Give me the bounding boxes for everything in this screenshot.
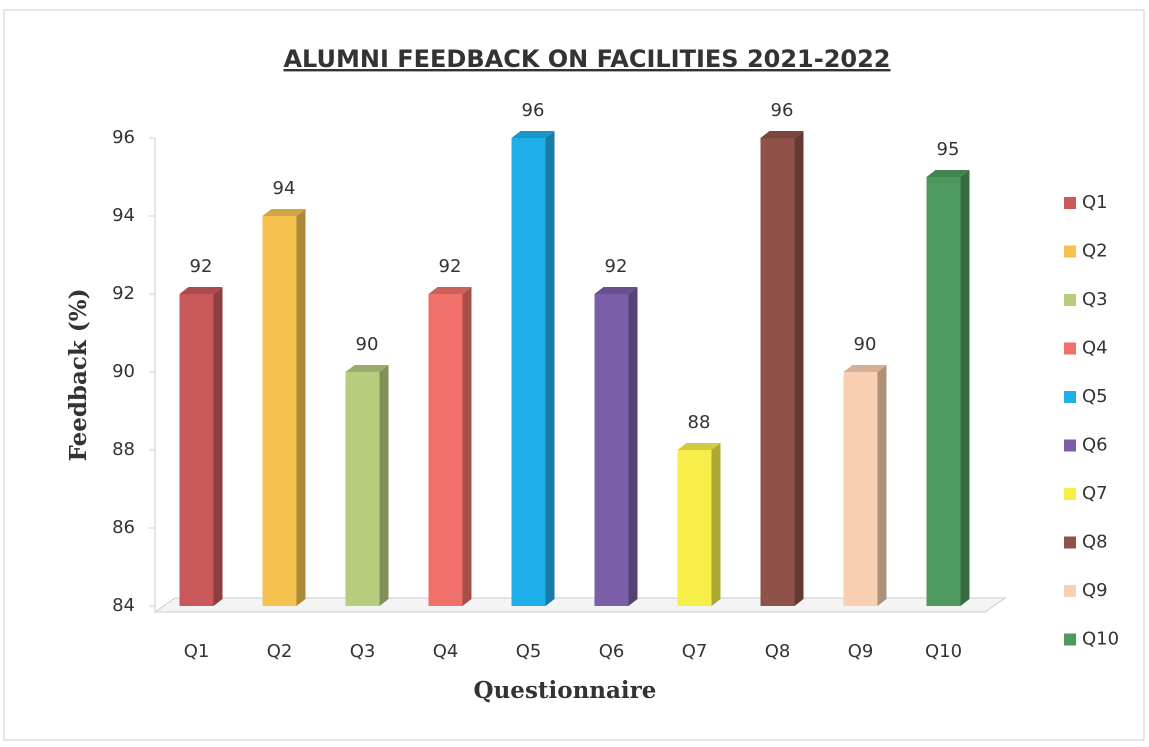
bar-side	[296, 209, 306, 606]
bar	[926, 177, 961, 606]
legend-swatch	[1064, 197, 1076, 209]
bar	[594, 294, 629, 606]
x-tick-label: Q3	[350, 641, 376, 662]
x-axis-title: Questionnaire	[474, 677, 657, 704]
bar-side	[711, 443, 721, 606]
legend-label: Q3	[1082, 289, 1108, 310]
x-tick-label: Q2	[267, 641, 293, 662]
bar-side	[794, 131, 804, 606]
bar	[677, 450, 712, 606]
bar-top	[345, 365, 389, 372]
bar-side	[213, 287, 223, 606]
bar-top	[843, 365, 887, 372]
legend-swatch	[1064, 391, 1076, 403]
y-axis-title: Feedback (%)	[65, 289, 92, 462]
bar	[345, 372, 380, 606]
bar-side	[960, 170, 970, 606]
bar-top	[594, 287, 638, 294]
bar-top	[262, 209, 306, 216]
x-tick-label: Q10	[925, 641, 962, 662]
legend-swatch	[1064, 245, 1076, 258]
legend-label: Q2	[1082, 241, 1108, 262]
bar	[511, 138, 546, 606]
bar-top	[926, 170, 970, 177]
legend-label: Q9	[1082, 580, 1108, 601]
bar-side	[462, 287, 472, 606]
x-tick-label: Q9	[848, 641, 874, 662]
value-label: 92	[605, 256, 628, 277]
legend-swatch	[1064, 294, 1076, 306]
legend-swatch	[1064, 585, 1076, 597]
legend-label: Q6	[1082, 435, 1108, 456]
bar	[179, 294, 214, 606]
bar-side	[628, 287, 638, 606]
x-tick-label: Q7	[682, 641, 708, 662]
y-tick-label: 90	[112, 361, 135, 382]
bar-top	[760, 131, 804, 138]
legend-swatch	[1064, 488, 1076, 500]
value-label: 90	[356, 334, 379, 355]
x-tick-label: Q4	[433, 641, 459, 662]
legend-swatch	[1064, 633, 1076, 646]
bar-top	[428, 287, 472, 294]
y-tick-label: 94	[112, 205, 135, 226]
value-label: 95	[937, 139, 960, 160]
value-label: 88	[688, 412, 711, 433]
bar-side	[877, 365, 887, 606]
bar	[262, 216, 297, 606]
x-tick-label: Q5	[516, 641, 542, 662]
value-label: 96	[771, 100, 794, 121]
legend-label: Q4	[1082, 338, 1108, 359]
value-label: 94	[273, 178, 296, 199]
bar	[760, 138, 795, 606]
value-label: 90	[854, 334, 877, 355]
y-tick-label: 88	[112, 439, 135, 460]
legend-label: Q5	[1082, 386, 1108, 407]
y-tick-label: 96	[112, 127, 135, 148]
bar-top	[511, 131, 555, 138]
x-tick-label: Q6	[599, 641, 625, 662]
value-label: 92	[190, 256, 213, 277]
legend-label: Q8	[1082, 532, 1108, 553]
bar-top	[179, 287, 223, 294]
y-tick-label: 84	[112, 595, 135, 616]
bar-side	[379, 365, 389, 606]
legend-label: Q7	[1082, 483, 1108, 504]
bar	[428, 294, 463, 606]
legend-swatch	[1064, 342, 1076, 355]
bar-side	[545, 131, 555, 606]
legend-swatch	[1064, 439, 1076, 452]
y-tick-label: 92	[112, 283, 135, 304]
chart-title: ALUMNI FEEDBACK ON FACILITIES 2021-2022	[283, 45, 890, 73]
value-label: 96	[522, 100, 545, 121]
value-label: 92	[439, 256, 462, 277]
legend-label: Q1	[1082, 192, 1108, 213]
frame	[3, 9, 1145, 741]
x-tick-label: Q1	[184, 641, 210, 662]
legend-swatch	[1064, 536, 1076, 549]
y-tick-label: 86	[112, 517, 135, 538]
bar-top	[677, 443, 721, 450]
legend-label: Q10	[1082, 629, 1119, 650]
x-tick-label: Q8	[765, 641, 791, 662]
bar	[843, 372, 878, 606]
